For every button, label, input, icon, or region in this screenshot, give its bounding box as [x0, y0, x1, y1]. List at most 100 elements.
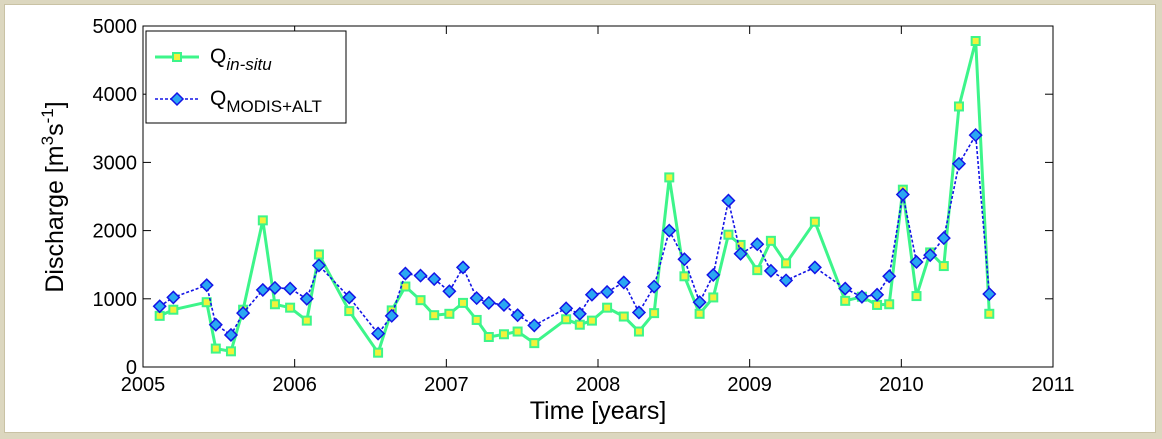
data-point: [415, 295, 426, 306]
data-point: [299, 291, 314, 306]
data-point: [373, 347, 384, 358]
x-tick-label: 2005: [121, 374, 166, 396]
data-point: [938, 261, 949, 272]
data-point: [152, 299, 167, 314]
legend-box: [145, 30, 347, 124]
series-1: [152, 128, 997, 343]
x-tick-label: 2007: [424, 374, 469, 396]
data-point: [481, 295, 496, 310]
data-point: [679, 271, 690, 282]
data-point: [311, 258, 326, 273]
data-point: [559, 301, 574, 316]
data-point: [301, 315, 312, 326]
series-layer: [152, 36, 997, 358]
data-point: [199, 278, 214, 293]
data-point: [236, 306, 251, 321]
legend-label-insitu: Qin-situ: [210, 45, 272, 74]
data-point: [283, 281, 298, 296]
data-point: [427, 271, 442, 287]
y-axis-title-sup2: -1: [38, 108, 57, 123]
y-axis-title-mid: s: [41, 123, 69, 136]
y-tick-label: 3000: [93, 152, 138, 174]
data-point: [371, 326, 386, 341]
data-point: [677, 252, 692, 267]
data-point: [909, 254, 924, 270]
data-point: [255, 282, 270, 297]
data-point: [721, 193, 736, 208]
x-axis-title: Time [years]: [530, 397, 667, 425]
data-point: [344, 306, 355, 317]
y-tick-label: 1000: [93, 289, 138, 311]
data-point: [752, 265, 763, 276]
data-point: [662, 223, 677, 238]
data-point: [471, 314, 482, 325]
y-tick-label: 5000: [93, 16, 138, 38]
data-point: [733, 246, 748, 261]
data-point: [970, 36, 981, 47]
x-tick-label: 2010: [879, 374, 924, 396]
series-line: [159, 39, 991, 355]
data-point: [807, 260, 822, 275]
y-axis-title-sup1: 3: [38, 136, 57, 145]
data-point: [444, 308, 455, 319]
x-tick-label: 2006: [272, 374, 317, 396]
data-point: [469, 291, 484, 306]
data-point: [413, 268, 428, 283]
data-point: [951, 156, 967, 171]
data-point: [561, 314, 572, 325]
data-point: [602, 302, 613, 313]
legend-label-insitu-base: Q: [210, 45, 226, 68]
data-point: [442, 284, 457, 299]
data-point: [911, 291, 922, 302]
legend-label-modis-sub: MODIS+ALT: [226, 97, 322, 116]
data-point: [384, 308, 399, 323]
data-point: [313, 249, 324, 260]
data-point: [267, 280, 283, 295]
data-point: [723, 229, 734, 240]
data-point: [600, 284, 615, 300]
data-point: [285, 302, 296, 313]
data-point: [616, 275, 631, 290]
data-point: [527, 318, 542, 333]
data-point: [498, 329, 509, 340]
data-point: [649, 308, 660, 319]
y-tick-label: 0: [126, 357, 137, 379]
data-point: [982, 286, 997, 302]
data-point: [870, 287, 885, 302]
legend: Qin-situ QMODIS+ALT: [145, 30, 347, 124]
data-point: [872, 299, 883, 310]
x-tick-label: 2009: [727, 374, 772, 396]
data-point: [840, 295, 851, 306]
y-axis-title-main: Discharge [m: [41, 145, 69, 292]
data-point: [809, 216, 820, 227]
data-point: [166, 290, 181, 305]
data-point: [398, 266, 413, 281]
data-point: [968, 128, 983, 143]
data-point: [458, 297, 469, 308]
data-point: [201, 297, 212, 308]
data-point: [269, 299, 280, 310]
data-point: [210, 343, 221, 354]
figure-frame: 2005 2006 2007 2008 2009 2010 2011 0 1000 2000 300…: [4, 4, 1156, 433]
data-point: [225, 346, 236, 357]
data-point: [574, 319, 585, 330]
data-point: [631, 305, 647, 320]
data-point: [208, 317, 223, 332]
x-tick-label: 2008: [576, 374, 621, 396]
data-point: [763, 263, 778, 278]
data-point: [779, 273, 794, 288]
data-point: [429, 310, 440, 321]
data-point: [838, 281, 853, 296]
data-point: [496, 297, 512, 312]
data-point: [765, 235, 776, 246]
data-point: [342, 290, 357, 305]
data-point: [223, 327, 239, 343]
legend-label-modis: QMODIS+ALT: [210, 87, 322, 116]
data-point: [664, 172, 675, 183]
data-point: [884, 299, 895, 310]
data-point: [750, 237, 765, 252]
y-tick-label: 4000: [93, 84, 138, 106]
y-axis-title-end: ]: [41, 101, 69, 108]
data-point: [953, 101, 964, 112]
data-point: [781, 258, 792, 269]
